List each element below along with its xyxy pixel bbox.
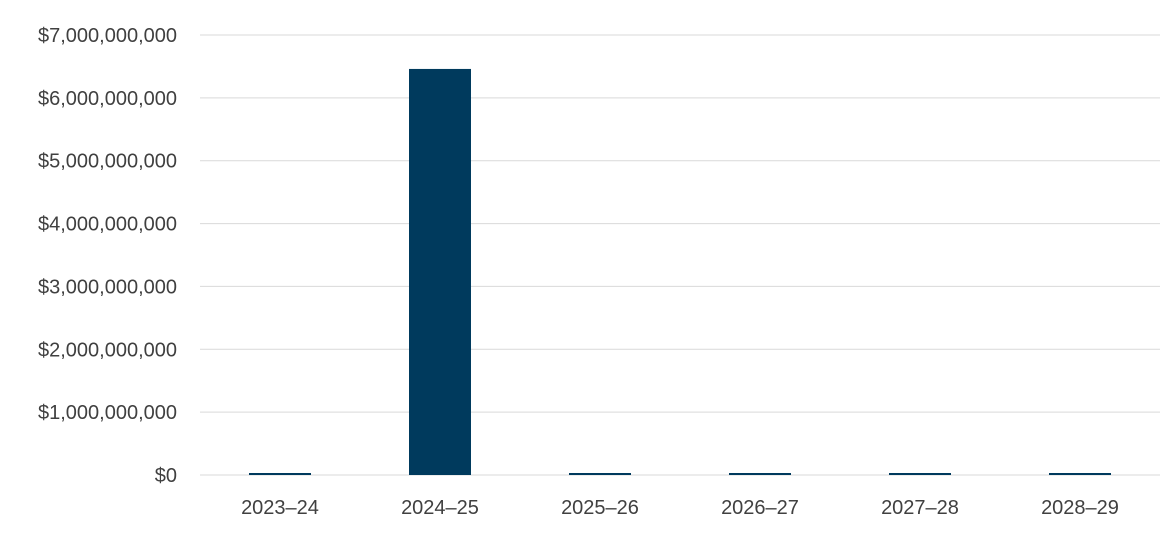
bar-2027–28: [889, 473, 951, 475]
y-tick-label: $3,000,000,000: [38, 276, 177, 298]
bar-2023–24: [249, 473, 311, 475]
bar-2025–26: [569, 473, 631, 475]
y-tick-label: $4,000,000,000: [38, 214, 177, 236]
bar-2024–25: [409, 68, 471, 475]
bar-2028–29: [1049, 473, 1111, 475]
y-tick-label: $6,000,000,000: [38, 88, 177, 110]
y-tick-label: $5,000,000,000: [38, 151, 177, 173]
y-axis-tick-labels: $0 $1,000,000,000 $2,000,000,000 $3,000,000…: [38, 25, 177, 487]
y-tick-label: $7,000,000,000: [38, 25, 177, 47]
x-tick-label: 2023–24: [241, 497, 319, 519]
x-tick-label: 2024–25: [401, 497, 479, 519]
bar-2026–27: [729, 473, 791, 475]
x-tick-label: 2025–26: [561, 497, 639, 519]
x-tick-label: 2028–29: [1041, 497, 1119, 519]
bars: [249, 68, 1111, 475]
y-tick-label: $0: [155, 465, 177, 487]
x-tick-label: 2026–27: [721, 497, 799, 519]
y-tick-label: $2,000,000,000: [38, 339, 177, 361]
gridlines: [200, 34, 1160, 476]
y-tick-label: $1,000,000,000: [38, 402, 177, 424]
x-axis-tick-labels: 2023–24 2024–25 2025–26 2026–27 2027–28 2028–…: [241, 497, 1119, 519]
x-tick-label: 2027–28: [881, 497, 959, 519]
